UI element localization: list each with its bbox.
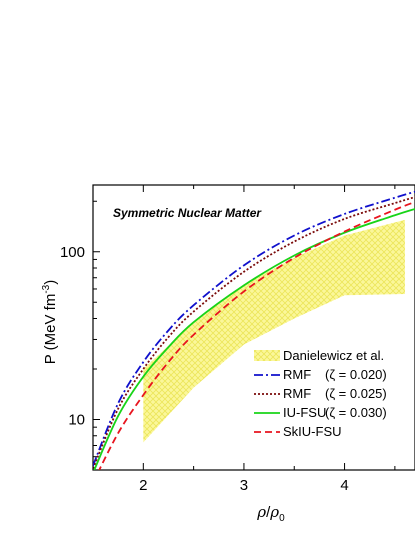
- legend-label: SkIU-FSU: [283, 424, 342, 439]
- series-line-iu-fsu-2: [93, 208, 415, 470]
- legend-label: RMF: [283, 367, 311, 382]
- legend-zeta: (ζ = 0.025): [325, 386, 387, 401]
- x-tick-label: 3: [240, 477, 248, 494]
- legend-swatch-band: [254, 350, 280, 361]
- series-layer: [93, 190, 415, 470]
- legend-label: RMF: [283, 386, 311, 401]
- y-tick-label: 100: [60, 244, 85, 261]
- chart-title: Symmetric Nuclear Matter: [113, 206, 262, 220]
- band-layer: [143, 219, 405, 443]
- x-tick-label: 2: [139, 477, 147, 494]
- plot-border: [92, 184, 415, 471]
- legend: Danielewicz et al. RMF (ζ = 0.020) RMF (ζ = …: [254, 348, 387, 439]
- series-line-rmf-0: [93, 190, 415, 467]
- x-axis-label: ρ/ρ0: [256, 503, 285, 524]
- legend-zeta: (ζ = 0.030): [325, 405, 387, 420]
- legend-zeta: (ζ = 0.020): [325, 367, 387, 382]
- tick-layer: 2 3 4 10 100: [60, 185, 396, 494]
- band-danielewicz: [143, 219, 405, 443]
- series-line-skiu-fsu-3: [98, 201, 415, 470]
- y-axis-label: P (MeV fm-3): [41, 280, 59, 364]
- y-tick-label: 10: [68, 412, 85, 429]
- x-tick-label: 4: [340, 477, 348, 494]
- plot-frame: [92, 184, 415, 471]
- legend-label: IU-FSU: [283, 405, 326, 420]
- y-axis-label-main: P (MeV fm: [42, 294, 59, 365]
- series-line-rmf-1: [93, 196, 415, 469]
- legend-label: Danielewicz et al.: [283, 348, 384, 363]
- y-axis-label-exp: -3: [41, 284, 52, 293]
